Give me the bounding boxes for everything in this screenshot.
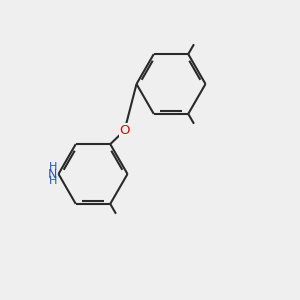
Text: O: O (119, 124, 130, 137)
Text: H: H (49, 162, 57, 172)
Text: N: N (48, 167, 57, 181)
Text: H: H (49, 176, 57, 186)
